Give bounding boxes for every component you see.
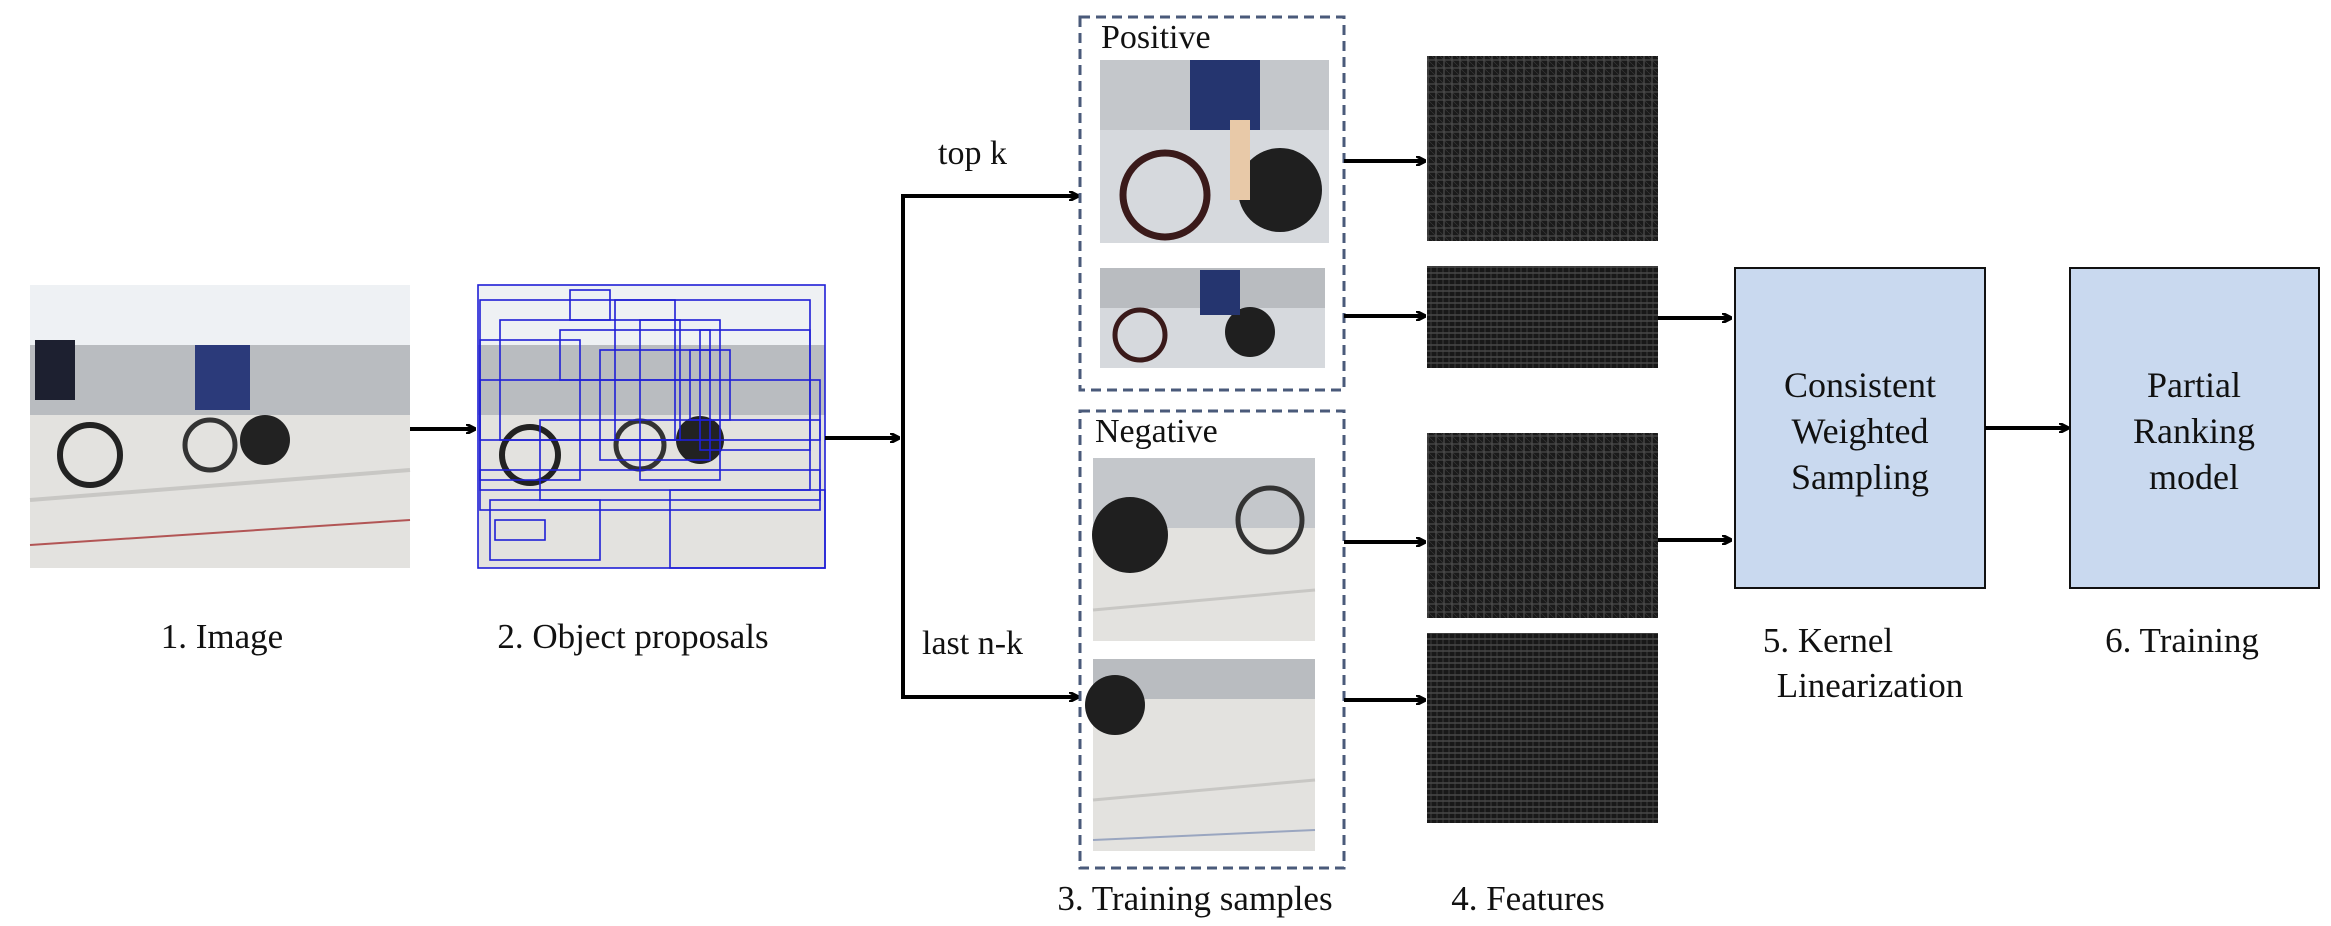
feature-map-4 <box>1427 633 1658 823</box>
step-5-label-line-1: 5. Kernel <box>1763 621 1894 660</box>
positive-group-box <box>1078 15 1346 392</box>
feature-map-3 <box>1427 433 1658 618</box>
step-3-label: 3. Training samples <box>1057 879 1332 918</box>
last-n-k-label: last n-k <box>922 625 1023 662</box>
cws-line-2: Weighted <box>1791 411 1928 451</box>
feature-map-1 <box>1427 56 1658 241</box>
positive-sample-1 <box>1100 60 1329 243</box>
step-1-label: 1. Image <box>161 617 283 656</box>
prm-line-1: Partial <box>2147 365 2241 405</box>
negative-sample-1 <box>1092 458 1316 641</box>
input-image <box>29 285 411 568</box>
positive-label: Positive <box>1101 19 1211 56</box>
step-2-label: 2. Object proposals <box>497 617 768 656</box>
positive-sample-2 <box>1100 268 1325 368</box>
step-5-label-line-2: Linearization <box>1777 666 1964 705</box>
partial-ranking-model-box <box>2069 267 2320 589</box>
negative-group-box <box>1078 409 1346 870</box>
prm-line-3: model <box>2149 457 2239 497</box>
proposal-boxes <box>477 284 826 569</box>
cws-line-1: Consistent <box>1784 365 1936 405</box>
branch-connector <box>901 194 1075 699</box>
consistent-weighted-sampling-box <box>1734 267 1986 589</box>
feature-map-2 <box>1427 266 1658 368</box>
prm-line-2: Ranking <box>2133 411 2255 451</box>
cws-line-3: Sampling <box>1791 457 1929 497</box>
step-6-label: 6. Training <box>2105 621 2259 660</box>
negative-label: Negative <box>1095 413 1218 450</box>
proposals-image <box>477 284 826 569</box>
step-4-label: 4. Features <box>1451 879 1605 918</box>
top-k-label: top k <box>938 135 1007 172</box>
negative-sample-2 <box>1085 659 1316 851</box>
